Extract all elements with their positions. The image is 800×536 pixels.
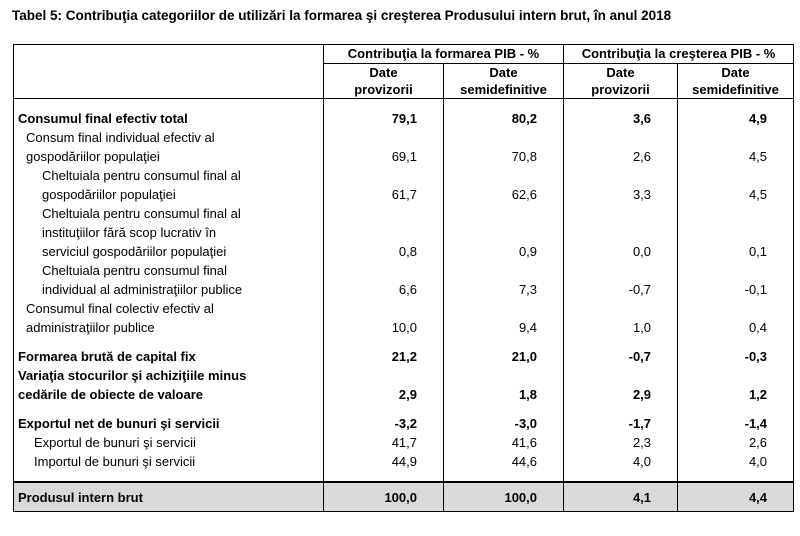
value-cell: 3,3 bbox=[563, 166, 678, 204]
value-cell: 62,6 bbox=[442, 166, 564, 204]
spacer-row bbox=[13, 471, 795, 482]
value-cell: 4,4 bbox=[677, 481, 795, 512]
value-cell: 1,8 bbox=[442, 366, 564, 404]
value-cell: 2,9 bbox=[323, 366, 444, 404]
table-row: Cheltuiala pentru consumul final al gospo… bbox=[13, 166, 795, 204]
value-cell: -1,4 bbox=[677, 414, 795, 433]
value-cell: 4,0 bbox=[677, 452, 795, 471]
spacer-row bbox=[13, 337, 795, 347]
value-cell: 7,3 bbox=[442, 261, 564, 299]
table-row: Consum final individual efectiv al gospod… bbox=[13, 128, 795, 166]
value-cell: 4,0 bbox=[563, 452, 678, 471]
value-cell: 21,2 bbox=[323, 347, 444, 366]
value-cell: 61,7 bbox=[323, 166, 444, 204]
table-row: Formarea brută de capital fix 21,2 21,0 … bbox=[13, 347, 795, 366]
value-cell: 69,1 bbox=[323, 128, 444, 166]
row-label: Consum final individual efectiv al gospod… bbox=[13, 128, 324, 166]
value-cell: 4,5 bbox=[677, 128, 795, 166]
value-cell: 4,1 bbox=[563, 481, 678, 512]
value-cell: 70,8 bbox=[442, 128, 564, 166]
row-label: Formarea brută de capital fix bbox=[13, 347, 324, 366]
table-row: Consumul final efectiv total 79,1 80,2 3… bbox=[13, 109, 795, 128]
value-cell: 1,2 bbox=[677, 366, 795, 404]
header-col1-line2: provizorii bbox=[323, 81, 444, 99]
table-row: Exportul de bunuri şi servicii 41,7 41,6… bbox=[13, 433, 795, 452]
value-cell: 2,6 bbox=[677, 433, 795, 452]
header-col3-line2: provizorii bbox=[563, 81, 679, 99]
value-cell: 41,6 bbox=[442, 433, 564, 452]
value-cell: 10,0 bbox=[323, 299, 444, 337]
value-cell: 100,0 bbox=[442, 481, 564, 512]
header-col2-line2: semidefinitive bbox=[442, 81, 565, 99]
spacer-row bbox=[13, 404, 795, 414]
value-cell: 6,6 bbox=[323, 261, 444, 299]
value-cell: -0,7 bbox=[563, 261, 678, 299]
value-cell: 0,8 bbox=[323, 204, 444, 261]
row-label: Variaţia stocurilor şi achiziţiile minus… bbox=[13, 366, 324, 404]
total-row: Produsul intern brut 100,0 100,0 4,1 4,4 bbox=[13, 481, 795, 512]
row-label: Produsul intern brut bbox=[13, 481, 324, 512]
value-cell: 21,0 bbox=[442, 347, 564, 366]
spacer-row bbox=[13, 98, 795, 109]
value-cell: -0,1 bbox=[677, 261, 795, 299]
value-cell: 0,4 bbox=[677, 299, 795, 337]
value-cell: -0,7 bbox=[563, 347, 678, 366]
value-cell: 9,4 bbox=[442, 299, 564, 337]
header-blank-cell bbox=[13, 44, 324, 99]
header-sub-row-2: provizorii semidefinitive provizorii sem… bbox=[14, 81, 795, 99]
value-cell: -0,3 bbox=[677, 347, 795, 366]
header-group-formation: Contribuţia la formarea PIB - % bbox=[322, 44, 565, 64]
header-group-row: Contribuţia la formarea PIB - % Contribu… bbox=[13, 44, 795, 99]
row-label: Consumul final colectiv efectiv al admini… bbox=[13, 299, 324, 337]
row-label: Exportul net de bunuri şi servicii bbox=[13, 414, 324, 433]
value-cell: 0,9 bbox=[442, 204, 564, 261]
header-col3-line1: Date bbox=[563, 63, 679, 81]
row-label: Consumul final efectiv total bbox=[13, 109, 324, 128]
value-cell: 44,6 bbox=[442, 452, 564, 471]
table-title: Tabel 5: Contribuţia categoriilor de uti… bbox=[12, 8, 672, 23]
table-row: Variaţia stocurilor şi achiziţiile minus… bbox=[13, 366, 795, 404]
header-col1-line1: Date bbox=[323, 63, 444, 81]
header-col4-line2: semidefinitive bbox=[677, 81, 795, 99]
gdp-contribution-table: Contribuţia la formarea PIB - % Contribu… bbox=[13, 44, 795, 512]
table-row: Importul de bunuri şi servicii 44,9 44,6… bbox=[13, 452, 795, 471]
value-cell: 2,6 bbox=[563, 128, 678, 166]
value-cell: 100,0 bbox=[323, 481, 444, 512]
value-cell: 1,0 bbox=[563, 299, 678, 337]
row-label: Importul de bunuri şi servicii bbox=[13, 452, 324, 471]
header-group-growth: Contribuţia la creşterea PIB - % bbox=[563, 44, 795, 64]
row-label: Cheltuiala pentru consumul final individu… bbox=[13, 261, 324, 299]
table-row: Cheltuiala pentru consumul final individu… bbox=[13, 261, 795, 299]
header-sub-row-1: Date Date Date Date bbox=[14, 63, 795, 81]
header-col2-line1: Date bbox=[442, 63, 565, 81]
row-label: Exportul de bunuri şi servicii bbox=[13, 433, 324, 452]
value-cell: 2,3 bbox=[563, 433, 678, 452]
value-cell: -1,7 bbox=[563, 414, 678, 433]
value-cell: 41,7 bbox=[323, 433, 444, 452]
value-cell: 0,1 bbox=[677, 204, 795, 261]
value-cell: 4,9 bbox=[677, 109, 795, 128]
value-cell: 79,1 bbox=[323, 109, 444, 128]
value-cell: -3,2 bbox=[323, 414, 444, 433]
value-cell: 44,9 bbox=[323, 452, 444, 471]
table-row: Cheltuiala pentru consumul final al insti… bbox=[13, 204, 795, 261]
value-cell: 3,6 bbox=[563, 109, 678, 128]
value-cell: 80,2 bbox=[442, 109, 564, 128]
table-row: Consumul final colectiv efectiv al admini… bbox=[13, 299, 795, 337]
value-cell: 4,5 bbox=[677, 166, 795, 204]
value-cell: 0,0 bbox=[563, 204, 678, 261]
row-label: Cheltuiala pentru consumul final al gospo… bbox=[13, 166, 324, 204]
value-cell: -3,0 bbox=[442, 414, 564, 433]
header-col4-line1: Date bbox=[677, 63, 795, 81]
table-row: Exportul net de bunuri şi servicii -3,2 … bbox=[13, 414, 795, 433]
value-cell: 2,9 bbox=[563, 366, 678, 404]
row-label: Cheltuiala pentru consumul final al insti… bbox=[13, 204, 324, 261]
